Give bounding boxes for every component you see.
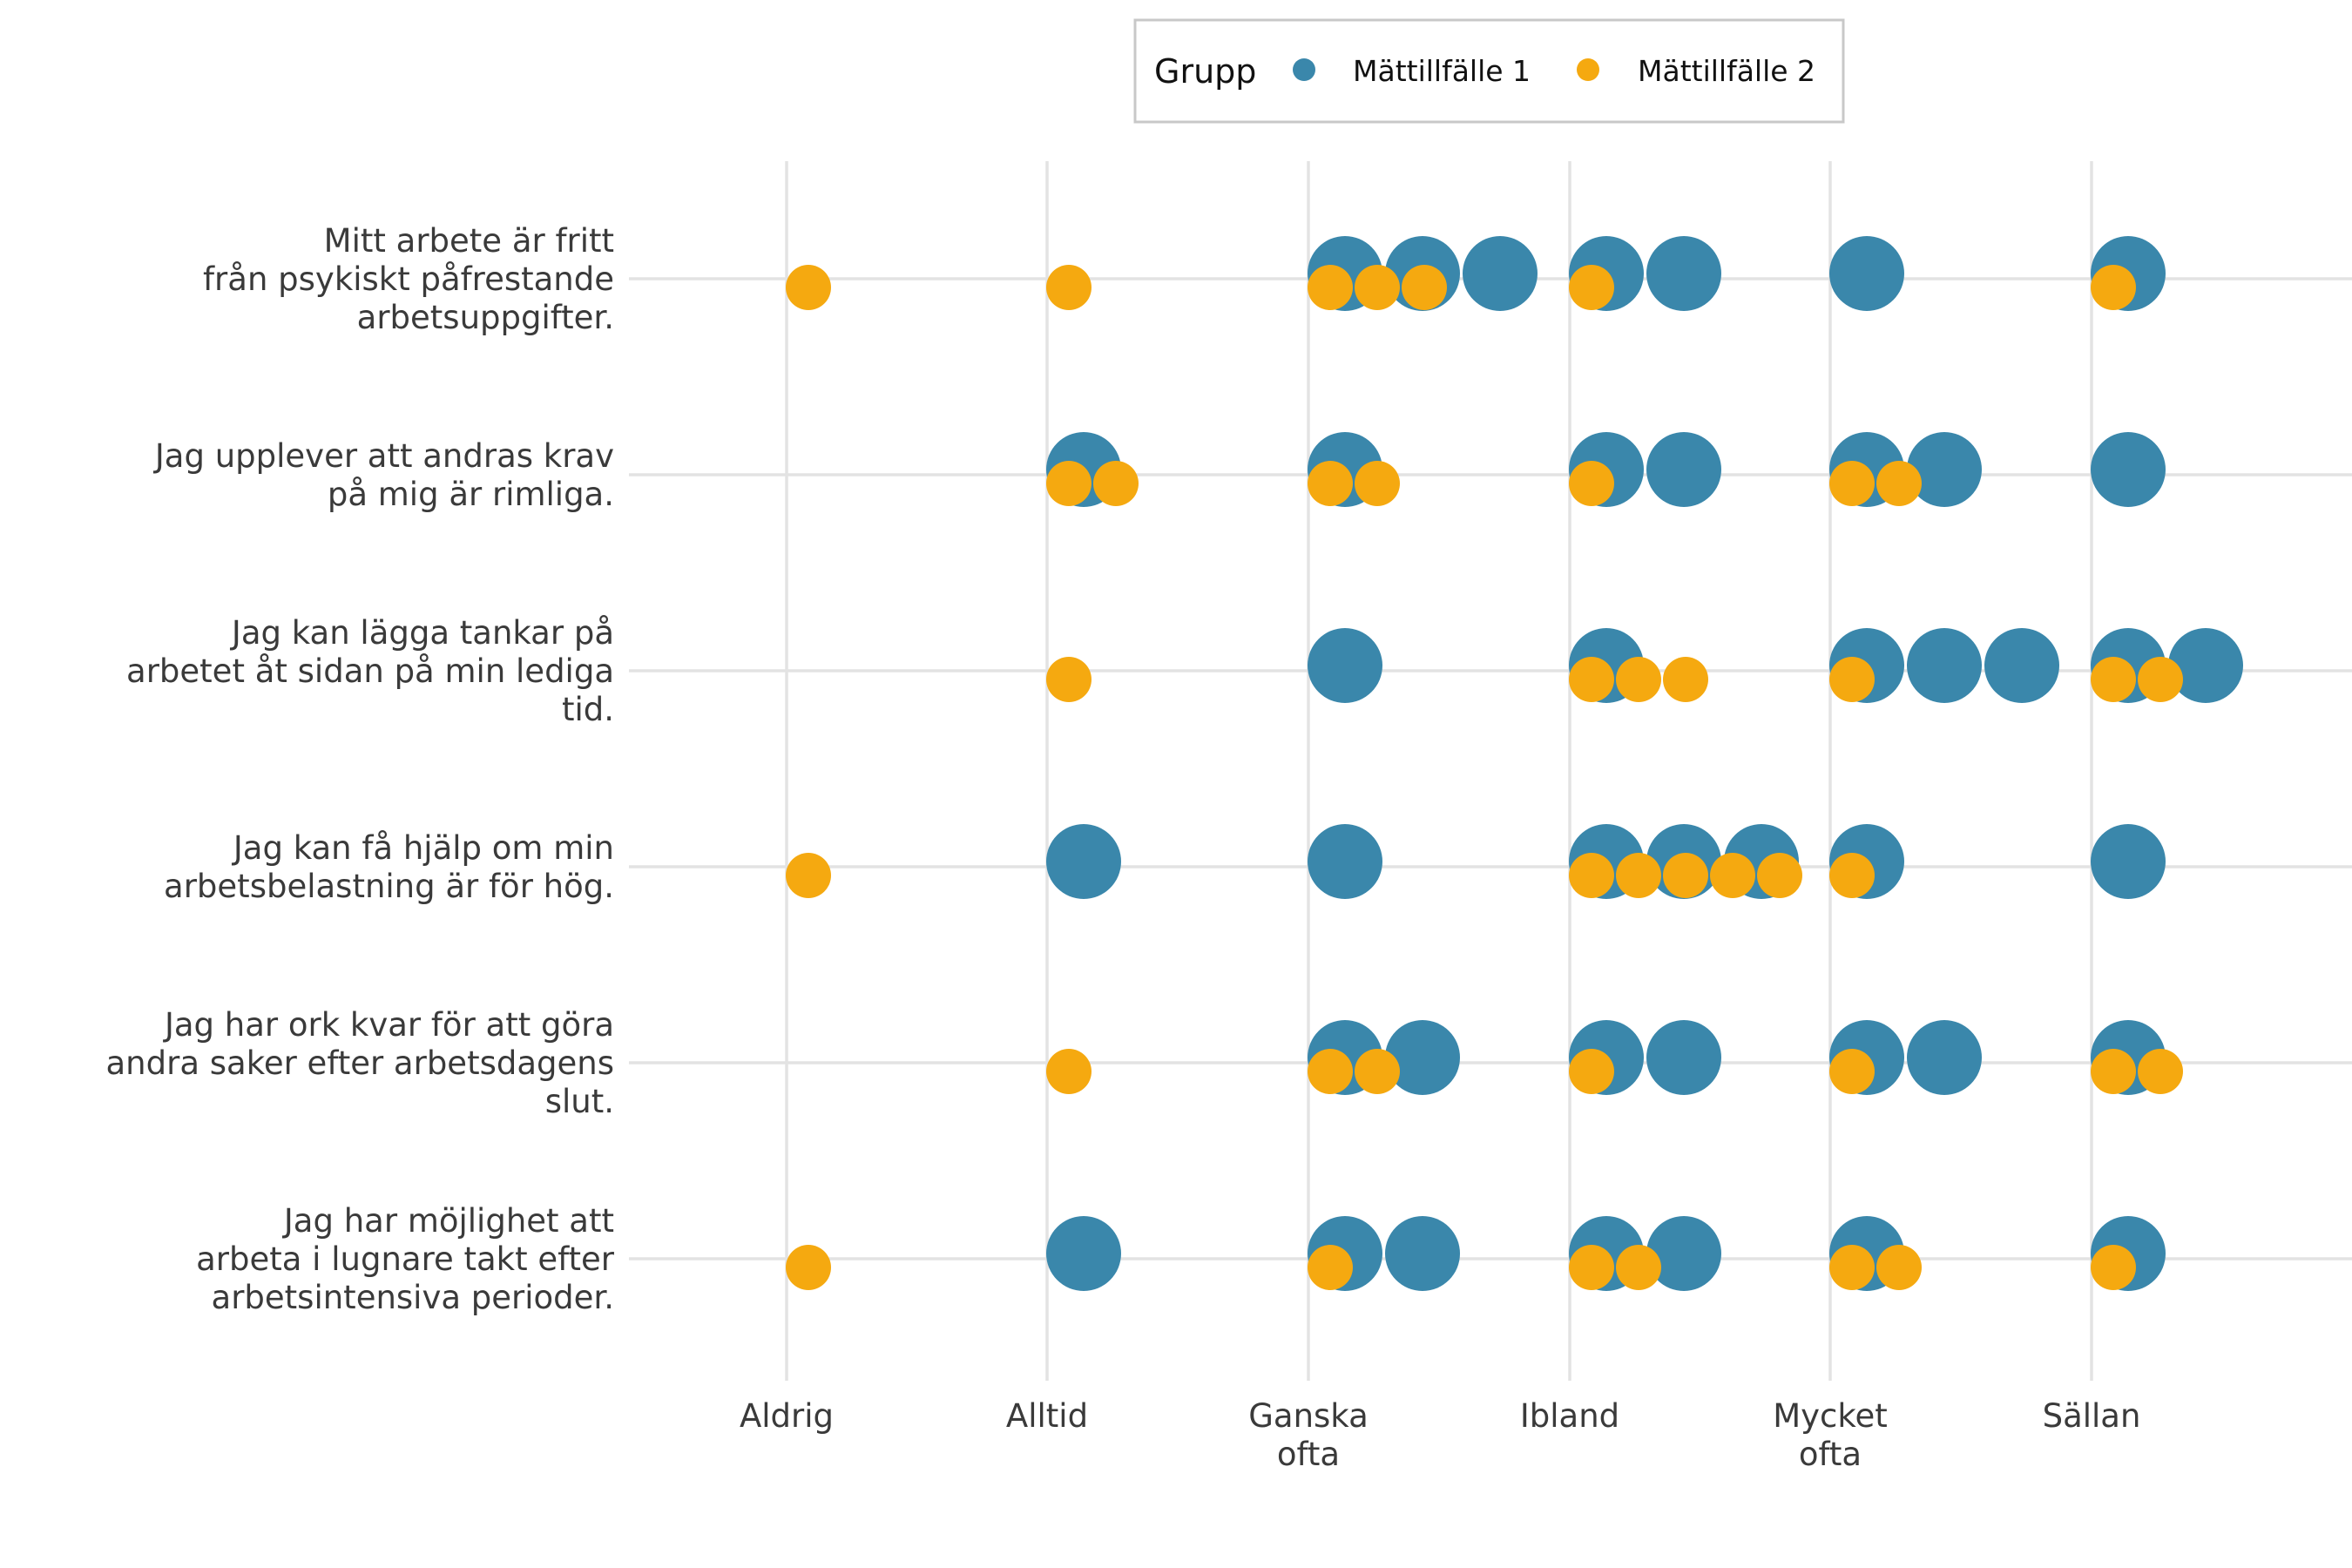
x-tick-label: Sällan [2043,1397,2141,1435]
data-point-series-2 [1829,1245,1875,1290]
data-point-series-1 [1308,824,1382,899]
data-point-series-2 [1093,461,1139,506]
data-point-series-2 [1616,1245,1661,1290]
data-point-series-1 [2091,432,2166,507]
data-point-series-1 [1646,432,1721,507]
data-point-series-2 [1616,657,1661,702]
data-point-series-2 [1569,1049,1614,1094]
data-point-series-2 [2091,1245,2136,1290]
data-point-series-2 [1402,265,1447,310]
data-point-series-2 [1046,657,1092,702]
data-point-series-1 [1385,1020,1460,1095]
data-point-series-2 [1308,1049,1353,1094]
data-point-series-1 [1463,236,1538,311]
data-point-series-2 [1569,853,1614,898]
data-point-series-2 [2138,1049,2183,1094]
data-point-series-1 [1829,236,1904,311]
x-tick-label: Alltid [1006,1397,1088,1435]
legend-marker-series-1 [1293,58,1315,81]
y-tick-label: Jag kan lägga tankar på arbetet åt sidan … [126,614,614,728]
x-tick-label: Mycket ofta [1773,1397,1888,1473]
data-point-series-2 [2138,657,2183,702]
data-point-series-2 [786,1245,831,1290]
data-point-series-2 [1308,265,1353,310]
data-point-series-1 [1907,1020,1982,1095]
x-tick-label: Aldrig [740,1397,834,1435]
y-tick-label: Jag har ork kvar för att göra andra saker… [106,1006,615,1120]
data-point-series-2 [786,853,831,898]
data-point-series-1 [1385,1216,1460,1291]
data-point-series-1 [2168,628,2243,703]
x-tick-label: Ibland [1520,1397,1619,1435]
data-point-series-2 [1829,1049,1875,1094]
data-point-series-2 [1046,265,1092,310]
data-point-series-2 [1663,657,1708,702]
data-point-series-2 [1876,1245,1922,1290]
data-point-series-1 [2091,824,2166,899]
data-point-series-1 [1907,432,1982,507]
legend-box [1133,18,1845,124]
y-tick-label: Jag kan få hjälp om min arbetsbelastning … [164,829,614,905]
x-tick-label: Ganska ofta [1248,1397,1369,1473]
data-point-series-2 [1757,853,1802,898]
data-point-series-1 [1907,628,1982,703]
data-point-series-2 [1829,853,1875,898]
y-tick-label: Jag har möjlighet att arbeta i lugnare ta… [196,1202,615,1316]
data-point-series-2 [1663,853,1708,898]
gridlines [629,161,2352,1381]
data-point-series-1 [1046,1216,1121,1291]
data-point-series-2 [1829,461,1875,506]
data-point-series-1 [1646,236,1721,311]
data-point-series-2 [1569,1245,1614,1290]
legend-label-series-1: Mättillfälle 1 [1353,54,1531,88]
series-1-points [1046,236,2243,1291]
y-tick-label: Jag upplever att andras krav på mig är ri… [153,437,614,513]
data-point-series-2 [1569,265,1614,310]
legend-label-series-2: Mättillfälle 2 [1638,54,1815,88]
data-point-series-2 [1046,1049,1092,1094]
data-point-series-2 [1876,461,1922,506]
data-point-series-2 [1829,657,1875,702]
data-point-series-1 [1984,628,2059,703]
data-point-series-2 [2091,1049,2136,1094]
data-point-series-2 [1046,461,1092,506]
data-point-series-2 [1569,461,1614,506]
data-point-series-2 [1710,853,1755,898]
data-point-series-1 [1646,1216,1721,1291]
data-point-series-1 [1046,824,1121,899]
legend: Grupp Mättillfälle 1 Mättillfälle 2 [1133,18,1845,124]
data-point-series-1 [1308,628,1382,703]
data-point-series-2 [1355,461,1400,506]
data-point-series-2 [1308,461,1353,506]
data-point-series-2 [786,265,831,310]
y-tick-label: Mitt arbete är fritt från psykiskt påfres… [203,222,614,336]
data-point-series-2 [2091,265,2136,310]
data-point-series-2 [1355,1049,1400,1094]
legend-marker-series-2 [1577,58,1599,81]
data-point-series-1 [1646,1020,1721,1095]
data-point-series-2 [1616,853,1661,898]
data-point-series-2 [1308,1245,1353,1290]
series-2-points [786,265,2183,1290]
legend-title: Grupp [1154,52,1256,91]
x-axis-labels: Aldrig Alltid Ganska ofta Ibland Mycket ofta Sä… [740,1397,2140,1473]
data-point-series-2 [1355,265,1400,310]
data-point-series-2 [1569,657,1614,702]
y-axis-labels: Mitt arbete är fritt från psykiskt påfres… [106,222,615,1316]
data-point-series-2 [2091,657,2136,702]
